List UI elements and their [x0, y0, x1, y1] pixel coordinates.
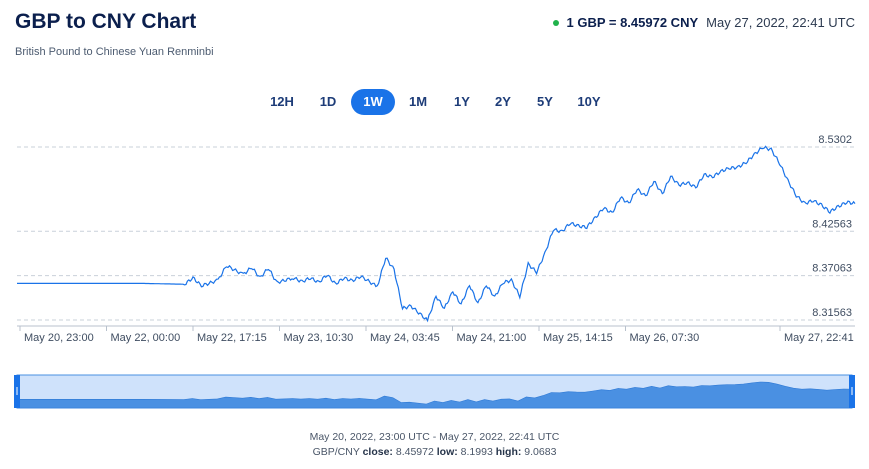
y-tick-label: 8.31563	[812, 307, 852, 319]
low-label: low:	[436, 446, 458, 458]
low-value: 8.1993	[460, 446, 493, 458]
tab-12h[interactable]: 12H	[270, 94, 294, 109]
x-tick-label: May 25, 14:15	[543, 332, 613, 344]
close-value: 8.45972	[395, 446, 434, 458]
live-status-dot	[553, 19, 560, 26]
y-axis-labels: 8.5302 8.42563 8.37063 8.31563	[812, 134, 852, 319]
tab-2y[interactable]: 2Y	[495, 94, 511, 109]
tab-1m[interactable]: 1M	[408, 94, 428, 109]
x-tick-label: May 24, 03:45	[370, 332, 440, 344]
pair-label: GBP/CNY	[312, 446, 360, 458]
high-value: 9.0683	[524, 446, 557, 458]
close-label: close:	[362, 446, 393, 458]
high-label: high:	[495, 446, 522, 458]
y-tick-label: 8.42563	[812, 218, 852, 230]
page-title: GBP to CNY Chart	[15, 10, 197, 33]
range-statistics: GBP/CNY close: 8.45972 low: 8.1993 high:…	[0, 446, 869, 458]
tab-1w[interactable]: 1W	[351, 89, 395, 115]
x-tick-label: May 20, 23:00	[24, 332, 94, 344]
x-tick-label: May 23, 10:30	[284, 332, 354, 344]
chart-series	[17, 145, 856, 323]
x-tick-label: May 27, 22:41	[784, 332, 854, 344]
x-tick-label: May 22, 00:00	[111, 332, 181, 344]
price-line	[17, 145, 856, 323]
page-subtitle: British Pound to Chinese Yuan Renminbi	[15, 46, 214, 58]
navigator-area	[16, 381, 853, 409]
rate-timestamp: May 27, 2022, 22:41 UTC	[706, 15, 855, 30]
tab-5y[interactable]: 5Y	[537, 94, 553, 109]
tab-10y[interactable]: 10Y	[577, 94, 601, 109]
tab-1y[interactable]: 1Y	[454, 94, 470, 109]
y-tick-label: 8.37063	[812, 263, 852, 275]
date-range: May 20, 2022, 23:00 UTC - May 27, 2022, …	[309, 431, 560, 443]
chart-grid	[17, 146, 855, 327]
y-tick-label: 8.5302	[818, 134, 852, 146]
x-axis-labels: May 20, 23:00 May 22, 00:00 May 22, 17:15 M…	[19, 326, 854, 344]
current-rate: 1 GBP = 8.45972 CNY May 27, 2022, 22:41 …	[553, 15, 855, 30]
x-tick-label: May 26, 07:30	[630, 332, 700, 344]
range-navigator[interactable]	[14, 374, 855, 409]
x-tick-label: May 22, 17:15	[197, 332, 267, 344]
rate-value: 1 GBP = 8.45972 CNY	[566, 15, 699, 30]
x-tick-label: May 24, 21:00	[457, 332, 527, 344]
tab-1d[interactable]: 1D	[319, 94, 337, 109]
